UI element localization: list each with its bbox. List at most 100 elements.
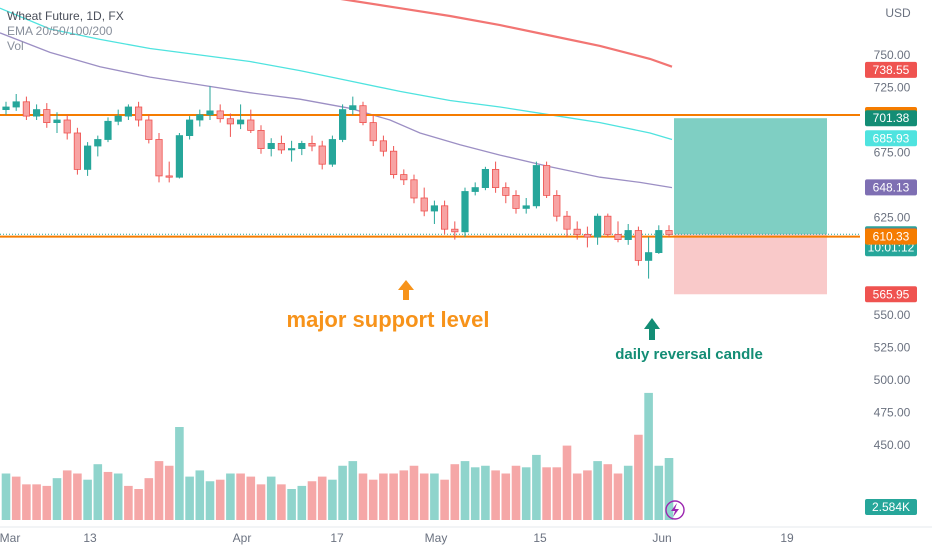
candle	[267, 138, 275, 157]
candle	[481, 166, 490, 191]
volume-bar	[644, 392, 653, 520]
candle-body	[328, 139, 337, 165]
candle-body	[2, 106, 10, 110]
candle-body	[175, 135, 183, 178]
stop-zone	[674, 234, 827, 295]
volume-bar	[1, 473, 11, 520]
price-badge: 701.38	[865, 110, 917, 127]
lightning-icon	[665, 500, 685, 520]
candle-body	[471, 187, 479, 192]
candle-body	[247, 119, 255, 131]
price-badge: 565.95	[865, 286, 917, 303]
candle-body	[22, 101, 31, 117]
candle	[451, 221, 459, 240]
candle	[532, 161, 541, 209]
candle	[369, 114, 377, 146]
support-annotation-text: major support level	[287, 307, 490, 332]
volume-bar	[52, 478, 62, 520]
price-badge-label: 648.13	[873, 180, 910, 194]
candle-body	[532, 165, 541, 207]
volume-bar	[521, 467, 531, 520]
candle-body	[104, 120, 112, 140]
price-badge-bg	[865, 286, 917, 303]
volume-bar	[215, 479, 225, 520]
candle	[175, 133, 183, 179]
x-tick-label: 13	[83, 531, 97, 545]
volume-bar	[124, 485, 133, 520]
volume-bar	[185, 476, 194, 520]
candle-body	[400, 174, 408, 181]
candle	[604, 213, 612, 237]
candle-body	[53, 119, 61, 123]
volume-bar	[623, 465, 633, 520]
candle	[502, 182, 510, 204]
candle-body	[481, 168, 490, 188]
volume-bar	[409, 465, 419, 520]
volume-bar	[664, 458, 674, 520]
candle	[236, 104, 245, 130]
volume-bar	[348, 461, 358, 520]
volume-bar	[307, 481, 317, 520]
volume-badge-bg	[865, 499, 917, 515]
candle	[410, 174, 418, 204]
candle	[104, 117, 112, 143]
candle	[308, 135, 316, 152]
y-tick-label: 675.00	[874, 146, 911, 160]
price-badge: 648.13	[865, 179, 917, 196]
volume-bar	[511, 465, 521, 520]
time-axis: Mar 13 Apr 17 May 15 Jun 19	[0, 526, 932, 545]
candle-body	[645, 252, 653, 261]
volume-bar	[277, 484, 286, 520]
candle-body	[410, 179, 418, 199]
price-badge-bg	[865, 61, 917, 78]
candle	[206, 86, 214, 120]
volume-bar	[62, 470, 72, 520]
candle	[114, 109, 122, 126]
volume-bar	[287, 489, 296, 520]
candle	[12, 94, 20, 111]
candle-body	[206, 110, 214, 116]
candle-body	[583, 233, 592, 238]
candle	[328, 135, 337, 167]
volume-bar	[593, 461, 602, 520]
candle-body	[84, 145, 92, 170]
candle	[318, 140, 326, 170]
volume-bar	[338, 465, 347, 520]
volume-bar	[532, 454, 541, 520]
candle-body	[502, 187, 510, 196]
x-tick-label: Apr	[233, 531, 252, 545]
candle	[124, 104, 132, 120]
candle	[400, 169, 408, 185]
candle	[84, 142, 92, 176]
price-badge-label: 610.33	[873, 230, 910, 244]
x-tick-label: 17	[330, 531, 344, 545]
candle-body	[563, 215, 571, 230]
target-zone	[674, 118, 827, 235]
candle-body	[440, 205, 449, 230]
candle	[512, 190, 520, 214]
candle	[359, 101, 367, 126]
y-tick-label: 625.00	[874, 211, 911, 225]
volume-bar	[501, 473, 511, 520]
candle-body	[33, 109, 41, 117]
volume-bar	[164, 465, 174, 520]
candle-body	[124, 106, 132, 117]
x-tick-label: Jun	[652, 531, 671, 545]
support-annotation: major support level	[287, 280, 490, 332]
candle	[543, 161, 551, 198]
volume-badge: 2.584K	[865, 499, 917, 515]
candle	[522, 198, 530, 214]
volume-bar	[175, 427, 184, 520]
candle	[155, 133, 163, 183]
volume-bar	[93, 464, 103, 520]
candle-body	[624, 230, 632, 240]
volume-bar	[470, 467, 480, 520]
volume-bar	[430, 473, 439, 520]
candle-body	[165, 175, 173, 178]
candle	[553, 190, 561, 222]
y-tick-label: 550.00	[874, 308, 911, 322]
candle-body	[543, 165, 551, 196]
volume-bar	[481, 465, 490, 520]
